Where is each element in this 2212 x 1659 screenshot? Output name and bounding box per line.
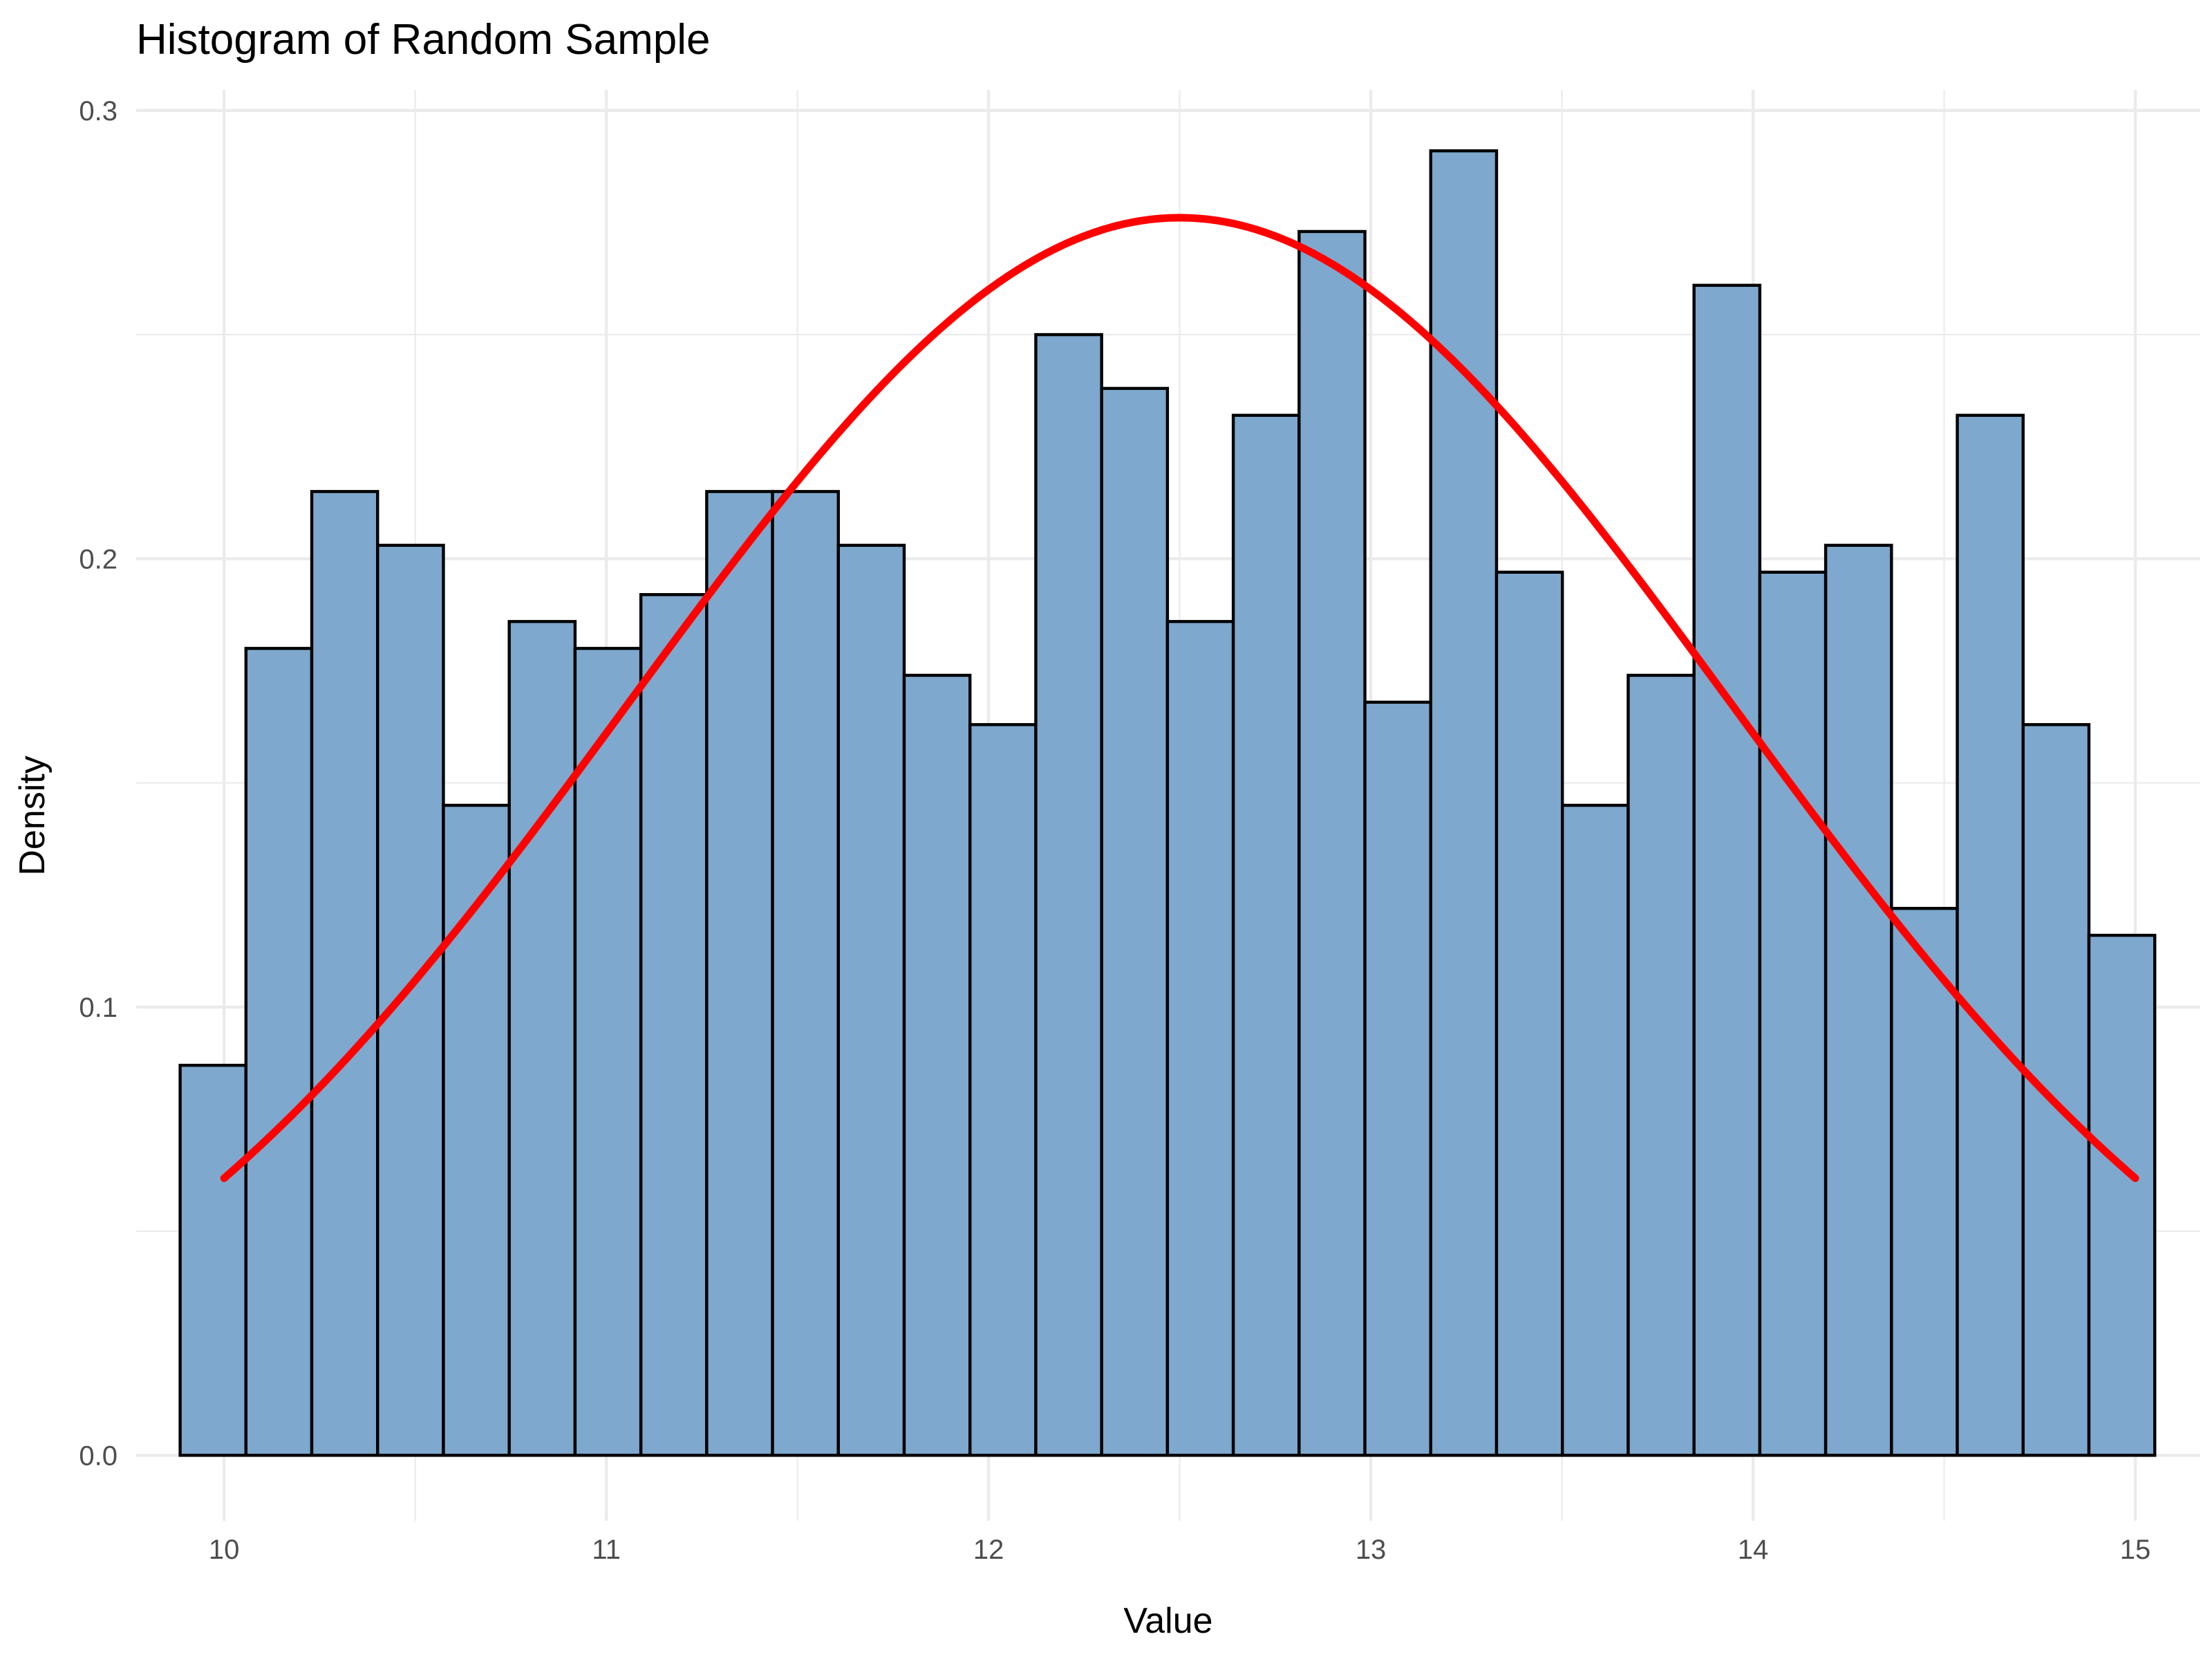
histogram-bar xyxy=(573,646,643,1457)
x-tick-label: 10 xyxy=(209,1535,240,1565)
histogram-bar xyxy=(244,646,314,1457)
histogram-bar xyxy=(376,543,445,1457)
histogram-bar xyxy=(1100,386,1170,1457)
histogram-bar xyxy=(2021,723,2091,1457)
histogram-bar xyxy=(1231,413,1301,1457)
histogram-bar xyxy=(507,619,577,1457)
y-tick-label: 0.3 xyxy=(79,96,118,126)
histogram-bar xyxy=(1034,332,1103,1457)
x-tick-label: 11 xyxy=(592,1535,621,1565)
histogram-bar xyxy=(968,723,1038,1457)
histogram-bar xyxy=(1824,543,1893,1457)
y-axis-title: Density xyxy=(12,756,53,875)
histogram-bars xyxy=(178,149,2157,1457)
histogram-bar xyxy=(1561,803,1630,1457)
histogram-bar xyxy=(1890,906,1959,1457)
histogram-bar xyxy=(1692,283,1762,1457)
y-tick-label: 0.0 xyxy=(79,1441,118,1471)
histogram-bar xyxy=(1363,700,1432,1457)
x-tick-label: 14 xyxy=(1738,1535,1769,1565)
histogram-bar xyxy=(639,593,709,1457)
chart-title: Histogram of Random Sample xyxy=(136,16,710,64)
histogram-bar xyxy=(1297,229,1367,1457)
normal-density-curve xyxy=(220,214,2139,1182)
histogram-bar xyxy=(1956,413,2025,1457)
histogram-bar xyxy=(1165,619,1235,1457)
histogram-bar xyxy=(836,543,906,1457)
histogram-bar xyxy=(1627,673,1696,1457)
x-axis-tick-labels: 10 11 12 13 14 15 xyxy=(209,1535,2150,1565)
y-tick-label: 0.1 xyxy=(79,993,118,1023)
histogram-bar xyxy=(902,673,972,1457)
x-axis-title: Value xyxy=(1123,1601,1212,1641)
y-tick-label: 0.2 xyxy=(79,544,118,574)
histogram-bar xyxy=(1494,570,1564,1457)
histogram-bar xyxy=(705,489,774,1457)
histogram-bar xyxy=(310,489,379,1457)
histogram-bar xyxy=(771,489,840,1457)
histogram-bar xyxy=(2087,933,2157,1457)
histogram-bar xyxy=(178,1063,248,1457)
x-tick-label: 15 xyxy=(2120,1535,2151,1565)
y-axis-tick-labels: 0.0 0.1 0.2 0.3 xyxy=(79,96,118,1471)
x-tick-label: 13 xyxy=(1356,1535,1387,1565)
histogram-bar xyxy=(1758,570,1828,1457)
x-tick-label: 12 xyxy=(973,1535,1004,1565)
